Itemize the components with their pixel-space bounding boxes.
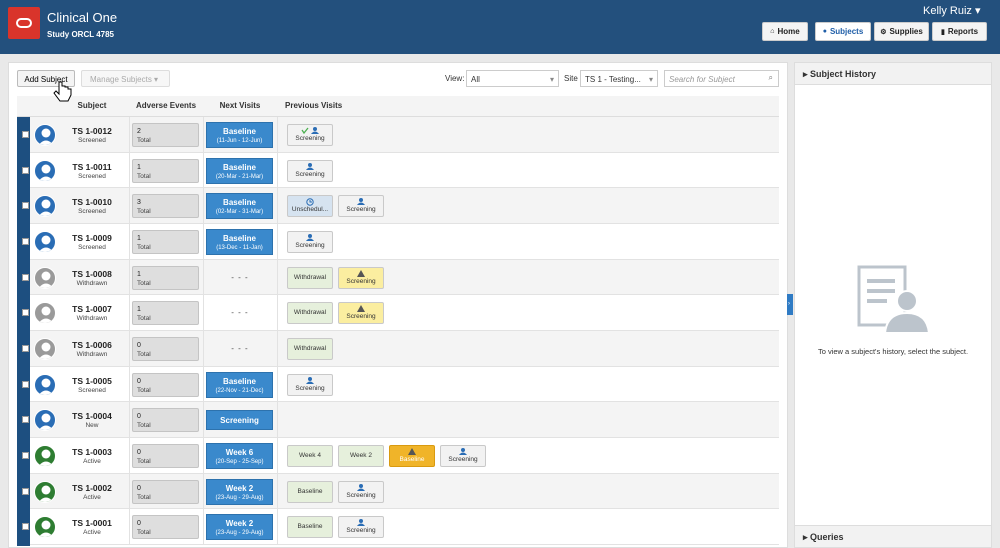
manage-label: Manage Subjects bbox=[90, 75, 152, 84]
side-panel: ▸ Subject History To view a subject's hi… bbox=[794, 62, 992, 548]
history-message: To view a subject's history, select the … bbox=[817, 347, 969, 356]
queries-title: Queries bbox=[810, 532, 844, 542]
main-panel bbox=[8, 62, 788, 548]
site-value: TS 1 - Testing... bbox=[585, 75, 641, 84]
view-select[interactable]: All ▾ bbox=[466, 70, 559, 87]
history-icon bbox=[857, 265, 929, 334]
manage-subjects-button[interactable]: Manage Subjects ▾ bbox=[81, 70, 170, 87]
cursor bbox=[53, 81, 72, 102]
nav-label: Reports bbox=[947, 27, 979, 36]
nav-label: Subjects bbox=[829, 27, 864, 36]
user-menu[interactable]: Kelly Ruiz ▾ bbox=[923, 5, 981, 17]
panel-toggle[interactable]: › bbox=[787, 294, 793, 315]
search-input[interactable]: Search for Subject ⌕ bbox=[664, 70, 779, 87]
nav-label: Supplies bbox=[889, 27, 923, 36]
nav-button[interactable]: ● Subjects bbox=[815, 22, 871, 41]
history-header[interactable]: ▸ Subject History bbox=[795, 63, 991, 85]
logo bbox=[8, 7, 40, 39]
nav-button[interactable]: ⚙ Supplies bbox=[874, 22, 929, 41]
history-title: Subject History bbox=[810, 69, 877, 79]
nav-button[interactable]: ⌂ Home bbox=[762, 22, 808, 41]
nav-label: Home bbox=[777, 27, 800, 36]
view-value: All bbox=[471, 75, 480, 84]
user-name: Kelly Ruiz bbox=[923, 5, 972, 17]
site-label: Site bbox=[564, 74, 578, 83]
site-select[interactable]: TS 1 - Testing... ▾ bbox=[580, 70, 658, 87]
study-name: Study ORCL 4785 bbox=[47, 30, 114, 39]
view-label: View: bbox=[445, 74, 465, 83]
queries-header[interactable]: ▸ Queries bbox=[795, 525, 991, 547]
table-header bbox=[17, 96, 779, 117]
app-title: Clinical One bbox=[47, 10, 118, 25]
search-placeholder: Search for Subject bbox=[669, 75, 735, 84]
nav-button[interactable]: ▮ Reports bbox=[932, 22, 987, 41]
